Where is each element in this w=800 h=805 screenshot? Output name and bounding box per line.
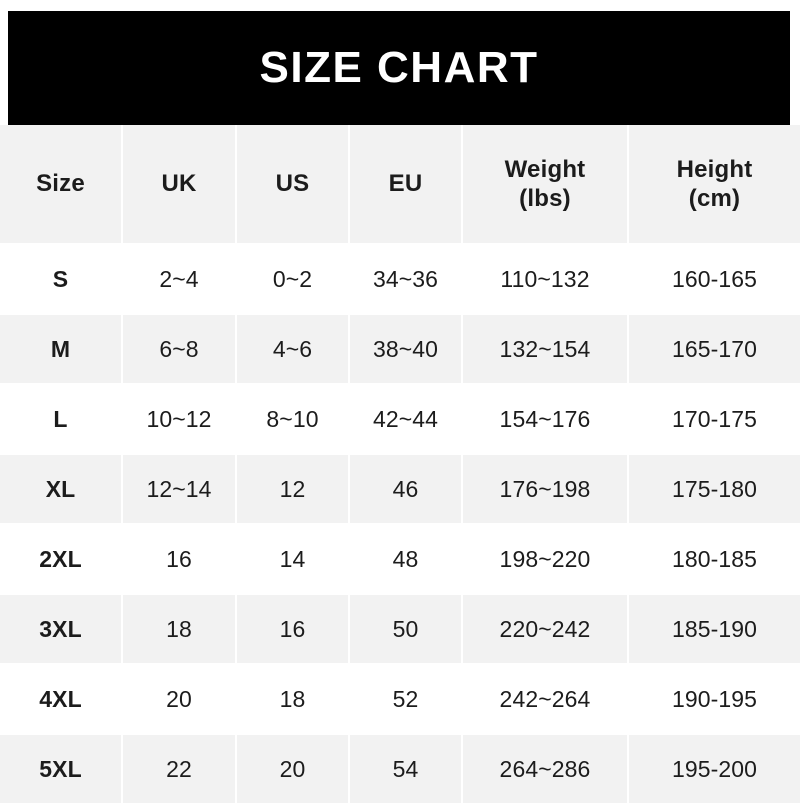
table-row: S 2~4 0~2 34~36 110~132 160-165: [0, 244, 800, 315]
cell-weight: 198~220: [462, 524, 629, 595]
cell-height: 195-200: [628, 734, 800, 805]
column-header-uk-label: UK: [161, 170, 197, 198]
cell-weight: 110~132: [462, 244, 629, 315]
column-header-size-label: Size: [36, 170, 85, 198]
cell-height: 185-190: [628, 594, 800, 665]
table-row: 2XL 16 14 48 198~220 180-185: [0, 524, 800, 595]
cell-eu: 42~44: [349, 384, 463, 455]
cell-uk: 22: [122, 734, 237, 805]
cell-weight: 220~242: [462, 594, 629, 665]
cell-eu: 50: [349, 594, 463, 665]
cell-eu: 38~40: [349, 314, 463, 385]
cell-height: 180-185: [628, 524, 800, 595]
cell-eu: 54: [349, 734, 463, 805]
cell-size: 4XL: [0, 664, 123, 735]
cell-us: 4~6: [236, 314, 350, 385]
column-header-uk: UK: [122, 125, 237, 245]
cell-weight: 242~264: [462, 664, 629, 735]
cell-uk: 2~4: [122, 244, 237, 315]
cell-eu: 52: [349, 664, 463, 735]
cell-size: M: [0, 314, 123, 385]
table-row: XL 12~14 12 46 176~198 175-180: [0, 454, 800, 525]
table-row: 4XL 20 18 52 242~264 190-195: [0, 664, 800, 735]
column-header-height-label: Height: [676, 155, 753, 183]
cell-us: 14: [236, 524, 350, 595]
cell-size: XL: [0, 454, 123, 525]
table-row: L 10~12 8~10 42~44 154~176 170-175: [0, 384, 800, 455]
size-chart-table: Size UK US EU Weight (lbs) Height (cm): [0, 125, 800, 805]
column-header-weight-label: Weight: [504, 155, 586, 183]
cell-uk: 20: [122, 664, 237, 735]
cell-us: 20: [236, 734, 350, 805]
column-header-us: US: [236, 125, 350, 245]
cell-us: 8~10: [236, 384, 350, 455]
cell-eu: 46: [349, 454, 463, 525]
cell-height: 175-180: [628, 454, 800, 525]
cell-uk: 12~14: [122, 454, 237, 525]
column-header-height: Height (cm): [628, 125, 800, 245]
column-header-height-unit: (cm): [688, 185, 741, 212]
column-header-size: Size: [0, 125, 123, 245]
cell-size: 3XL: [0, 594, 123, 665]
table-header-row: Size UK US EU Weight (lbs) Height (cm): [0, 125, 800, 245]
cell-uk: 18: [122, 594, 237, 665]
column-header-weight: Weight (lbs): [462, 125, 629, 245]
table-row: 3XL 18 16 50 220~242 185-190: [0, 594, 800, 665]
cell-size: L: [0, 384, 123, 455]
table-row: 5XL 22 20 54 264~286 195-200: [0, 734, 800, 805]
cell-height: 160-165: [628, 244, 800, 315]
cell-eu: 34~36: [349, 244, 463, 315]
cell-size: 2XL: [0, 524, 123, 595]
cell-uk: 16: [122, 524, 237, 595]
title-banner: SIZE CHART: [8, 11, 790, 125]
cell-height: 170-175: [628, 384, 800, 455]
cell-us: 16: [236, 594, 350, 665]
cell-height: 165-170: [628, 314, 800, 385]
cell-weight: 176~198: [462, 454, 629, 525]
table-header: Size UK US EU Weight (lbs) Height (cm): [0, 125, 800, 245]
page-title: SIZE CHART: [259, 43, 539, 92]
column-header-weight-unit: (lbs): [519, 185, 571, 212]
cell-size: 5XL: [0, 734, 123, 805]
table-row: M 6~8 4~6 38~40 132~154 165-170: [0, 314, 800, 385]
cell-uk: 6~8: [122, 314, 237, 385]
table-body: S 2~4 0~2 34~36 110~132 160-165 M 6~8 4~6 38~40 13…: [0, 244, 800, 805]
cell-us: 18: [236, 664, 350, 735]
cell-uk: 10~12: [122, 384, 237, 455]
cell-height: 190-195: [628, 664, 800, 735]
cell-us: 12: [236, 454, 350, 525]
column-header-eu-label: EU: [388, 170, 423, 198]
column-header-us-label: US: [275, 170, 310, 198]
cell-weight: 264~286: [462, 734, 629, 805]
cell-us: 0~2: [236, 244, 350, 315]
cell-weight: 154~176: [462, 384, 629, 455]
cell-weight: 132~154: [462, 314, 629, 385]
cell-eu: 48: [349, 524, 463, 595]
cell-size: S: [0, 244, 123, 315]
column-header-eu: EU: [349, 125, 463, 245]
